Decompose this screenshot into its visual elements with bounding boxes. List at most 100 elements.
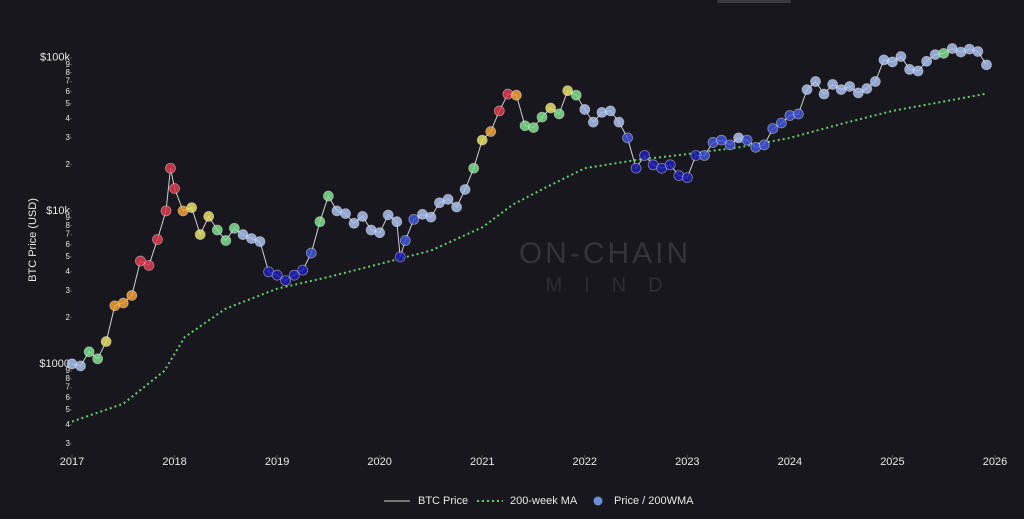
price-point: [741, 134, 753, 146]
y-tick-label: 5: [66, 405, 71, 414]
price-point: [485, 126, 497, 137]
y-tick-label: 8: [66, 68, 71, 77]
price-point: [630, 162, 642, 174]
price-point: [664, 159, 676, 171]
x-tick-label: 2019: [265, 456, 289, 468]
price-point: [348, 217, 360, 229]
price-point: [758, 139, 770, 151]
price-point: [100, 336, 112, 347]
price-point: [425, 211, 437, 223]
y-tick-label: 6: [66, 87, 71, 96]
price-point: [716, 134, 727, 146]
price-point: [305, 247, 317, 259]
watermark: MIND: [545, 274, 684, 296]
price-point: [399, 235, 411, 246]
price-point: [946, 43, 958, 54]
y-tick-label: 3: [66, 439, 71, 448]
price-point: [203, 211, 215, 222]
price-point: [391, 216, 403, 228]
price-point: [169, 183, 180, 194]
price-point: [545, 102, 557, 114]
price-point: [579, 104, 591, 115]
price-point: [374, 227, 386, 239]
price-point: [895, 51, 907, 62]
price-point: [981, 59, 992, 71]
x-tick-label: 2026: [983, 456, 1007, 468]
y-tick-label: 9: [66, 366, 71, 375]
price-point: [912, 65, 924, 77]
price-point: [160, 205, 172, 217]
x-tick-label: 2018: [162, 456, 186, 468]
price-point: [861, 83, 873, 94]
y-tick-label: 7: [66, 77, 71, 86]
y-tick-label: 5: [66, 252, 71, 261]
price-point: [570, 89, 582, 101]
price-point: [211, 224, 223, 236]
y-tick-label: 8: [66, 374, 71, 383]
y-tick-label: 8: [66, 221, 71, 230]
top-handle: [717, 0, 791, 3]
price-point: [382, 209, 394, 221]
x-tick-label: 2017: [60, 456, 84, 468]
price-point: [143, 260, 155, 271]
y-tick-label: 3: [66, 133, 71, 142]
y-tick-label: 9: [66, 60, 71, 69]
x-tick-label: 2021: [470, 456, 494, 468]
price-point: [869, 76, 881, 87]
price-point: [459, 184, 471, 195]
price-point: [280, 275, 292, 287]
y-tick-label: 2: [66, 313, 71, 322]
y-tick-label: 7: [66, 230, 71, 239]
price-point: [408, 213, 420, 225]
price-point: [165, 162, 176, 174]
price-point: [605, 105, 616, 117]
y-tick-label: 6: [66, 393, 71, 402]
price-point: [938, 47, 950, 59]
price-point: [827, 79, 839, 90]
price-point: [322, 190, 334, 202]
price-point: [818, 88, 830, 100]
legend-label: 200-week MA: [510, 495, 578, 507]
y-tick-label: 3: [66, 286, 71, 295]
x-tick-label: 2020: [367, 456, 391, 468]
price-point: [288, 269, 300, 281]
price-point: [536, 111, 548, 123]
price-point: [887, 56, 898, 68]
y-tick-label: $10k: [46, 205, 70, 217]
price-point: [394, 251, 406, 263]
price-point: [357, 211, 368, 222]
price-point: [186, 202, 198, 214]
price-point: [699, 150, 710, 161]
y-tick-label: $1000: [39, 358, 70, 370]
price-point: [228, 222, 240, 234]
price-point: [767, 123, 779, 134]
y-tick-label: 4: [66, 114, 71, 123]
y-tick-label: 2: [66, 160, 71, 169]
price-point: [510, 89, 522, 101]
price-point: [681, 172, 693, 183]
y-tick-label: 7: [66, 383, 71, 392]
x-tick-label: 2023: [675, 456, 699, 468]
price-point: [562, 85, 574, 97]
price-point: [135, 255, 146, 267]
y-tick-label: $100k: [40, 52, 70, 64]
legend-swatch: [593, 496, 603, 506]
price-point: [194, 229, 206, 240]
price-point: [972, 46, 984, 57]
price-point: [613, 116, 625, 128]
price-point: [442, 193, 454, 205]
price-point: [314, 216, 326, 228]
price-point: [793, 108, 804, 120]
line-series: [71, 93, 985, 423]
price-point: [237, 229, 249, 240]
x-tick-label: 2024: [778, 456, 802, 468]
price-point: [587, 116, 599, 128]
price-point: [528, 122, 539, 134]
price-point: [852, 87, 864, 99]
price-point: [801, 84, 813, 96]
price-point: [254, 236, 266, 247]
price-point: [271, 269, 283, 281]
price-point: [83, 346, 95, 358]
legend-label: Price / 200WMA: [614, 495, 694, 507]
